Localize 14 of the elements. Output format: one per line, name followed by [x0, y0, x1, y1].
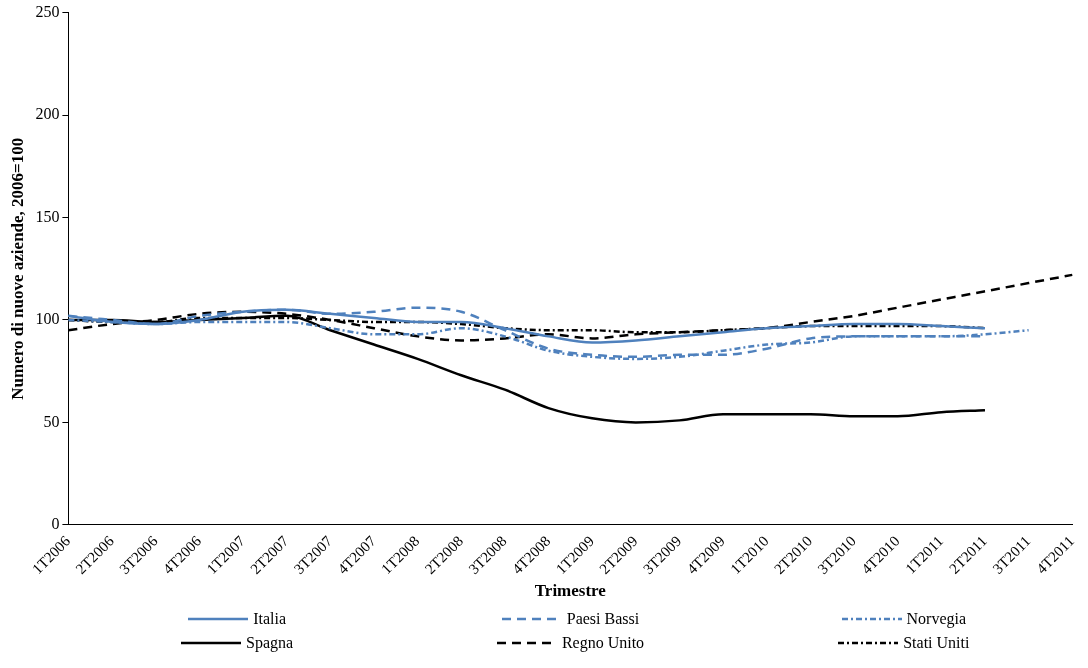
y-tick-label: 0 [51, 515, 60, 533]
legend-label: Spagna [246, 634, 294, 652]
x-axis-title: Trimestre [534, 581, 607, 601]
y-tick-label: 50 [43, 412, 60, 430]
y-tick-label: 250 [35, 2, 60, 20]
y-tick-label: 200 [35, 105, 60, 123]
legend-label: Italia [253, 610, 287, 628]
legend-label: Regno Unito [561, 634, 645, 652]
y-tick-label: 150 [35, 207, 60, 225]
legend-label: Stati Uniti [903, 634, 970, 652]
legend-label: Norvegia [906, 610, 967, 628]
legend-label: Paesi Bassi [566, 610, 640, 628]
y-tick-label: 100 [35, 310, 60, 328]
y-axis-title: Numero di nuove aziende, 2006=100 [7, 137, 27, 400]
